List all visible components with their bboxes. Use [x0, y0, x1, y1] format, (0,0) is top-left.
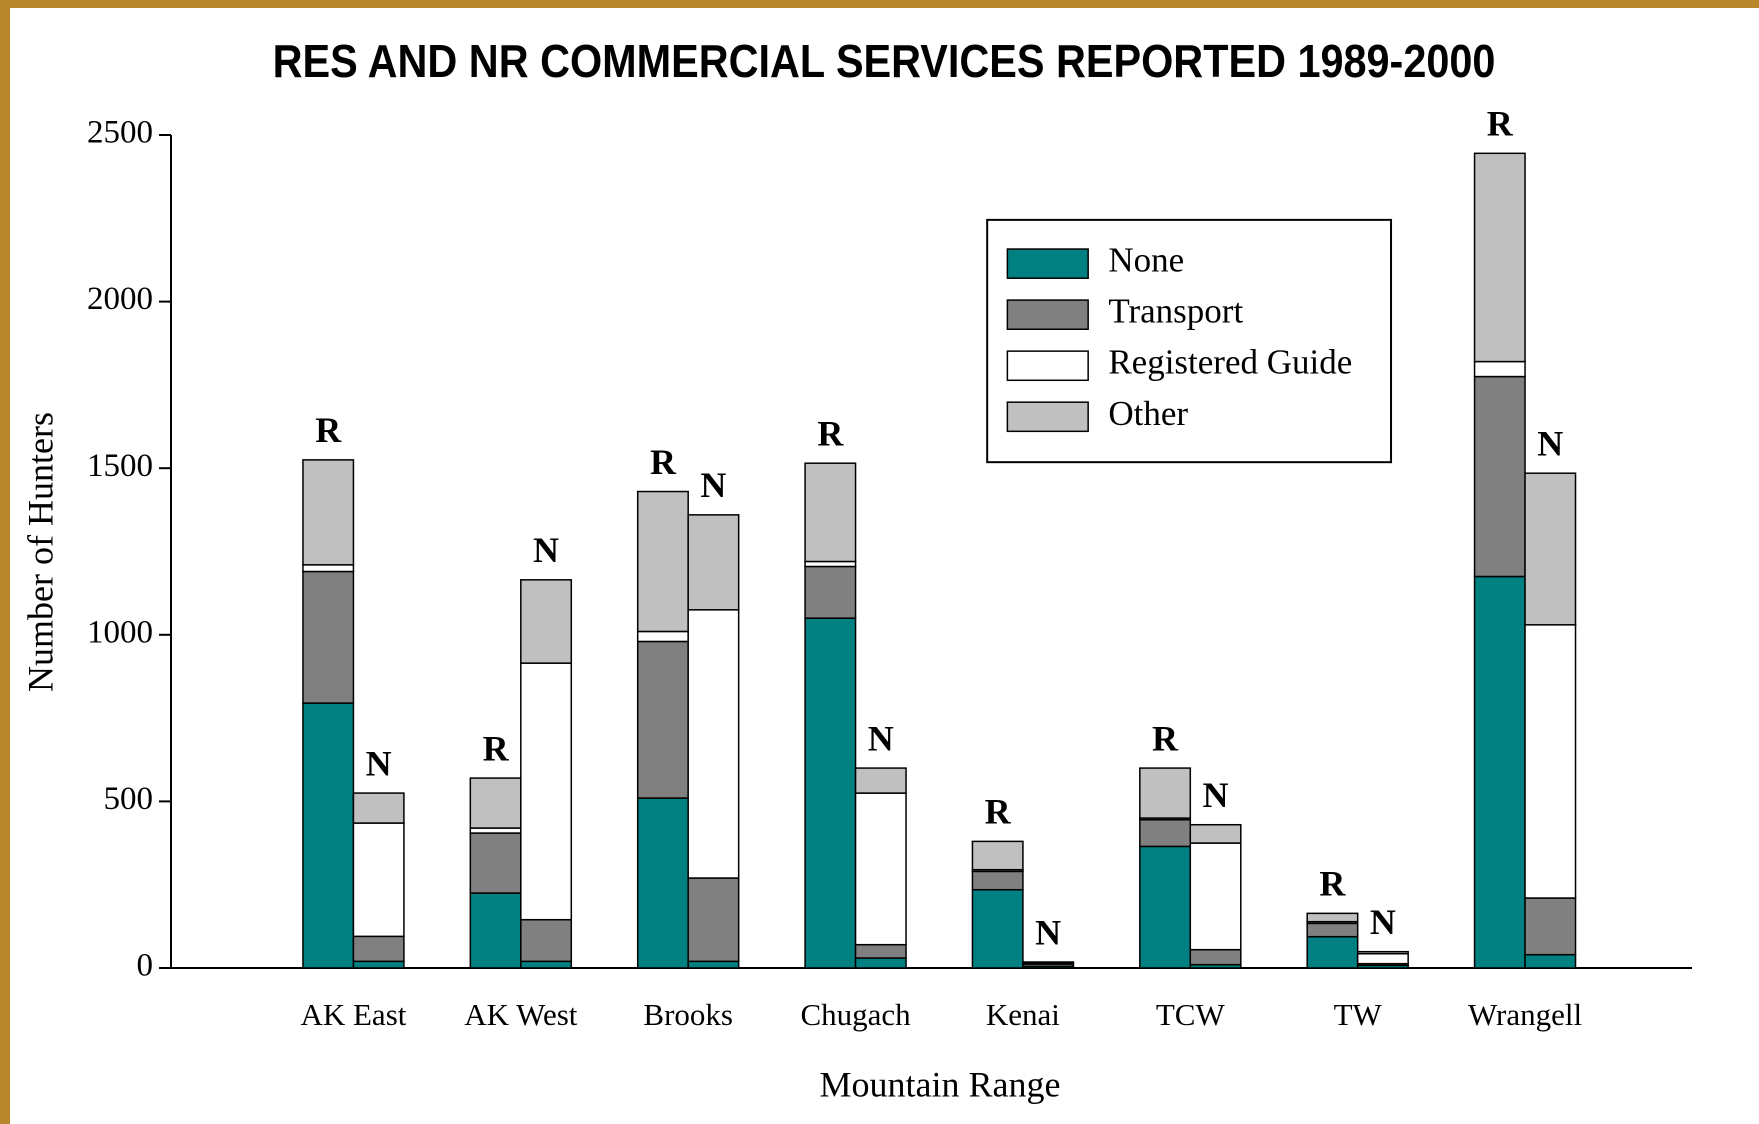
bar-segment [971, 888, 1024, 969]
bar-segment [636, 490, 689, 633]
bar-segment [854, 943, 907, 959]
bar-segment [804, 617, 857, 969]
legend-label: Registered Guide [1108, 343, 1352, 382]
bar-segment [1356, 952, 1409, 965]
bar-segment [352, 792, 405, 824]
stack-label: N [366, 743, 392, 783]
x-tick-label: TCW [1156, 997, 1226, 1032]
legend-swatch [1006, 350, 1089, 382]
bar-segment [469, 777, 522, 829]
bar-segment [1473, 152, 1526, 363]
bar-segment [352, 935, 405, 963]
stack-label: N [1370, 902, 1396, 942]
stack-label: N [1537, 423, 1563, 463]
legend-label: Other [1108, 394, 1188, 433]
bar-segment [1022, 961, 1075, 964]
bar-segment [1473, 575, 1526, 969]
bar-segment [687, 960, 740, 969]
legend-swatch [1006, 248, 1089, 279]
x-tick-label: Chugach [800, 997, 911, 1032]
bar-segment [302, 702, 355, 969]
bar-segment [687, 514, 740, 611]
bar-segment [804, 462, 857, 563]
stack-label: N [1203, 775, 1229, 815]
stack-label: R [1152, 718, 1179, 758]
y-axis-title: Number of Hunters [20, 412, 60, 692]
y-tick-label: 2500 [87, 115, 153, 151]
bar-segment [1524, 624, 1577, 899]
legend-swatch [1006, 299, 1089, 330]
x-tick-label: AK East [300, 997, 406, 1032]
bar-segment [636, 797, 689, 969]
bar-segment [520, 662, 573, 921]
bar-segment [687, 877, 740, 963]
y-tick-label: 0 [137, 948, 154, 984]
bar-segment [636, 630, 689, 643]
bar-segment [302, 459, 355, 566]
stack-label: R [315, 410, 342, 450]
bar-segment [687, 609, 740, 879]
bar-segment [1306, 912, 1359, 923]
bar-segment [1189, 948, 1242, 966]
bar-segment [352, 822, 405, 938]
bar-segment [1139, 767, 1192, 819]
bar-segment [1524, 472, 1577, 626]
stack-label: N [868, 718, 894, 758]
bar-segment [854, 792, 907, 946]
bar-segment [1356, 950, 1409, 955]
stack-label: R [1319, 864, 1346, 904]
legend-label: Transport [1108, 292, 1243, 331]
legend-swatch [1006, 401, 1089, 433]
bar-segment [352, 960, 405, 969]
bar-segment [520, 579, 573, 664]
bar-segment [636, 640, 689, 799]
bar-segment [520, 960, 573, 969]
stack-label: N [700, 465, 726, 505]
bar-segment [1524, 953, 1577, 969]
x-tick-label: AK West [464, 997, 578, 1032]
bar-segment [469, 892, 522, 969]
stack-label: N [1035, 912, 1061, 952]
stack-label: R [650, 442, 677, 482]
x-tick-label: Wrangell [1468, 997, 1582, 1032]
stack-label: R [985, 792, 1012, 832]
bar-segment [1189, 823, 1242, 844]
bar-segment [1473, 360, 1526, 378]
bar-segment [520, 918, 573, 963]
x-axis-title: Mountain Range [820, 1064, 1061, 1104]
bar-segment [1524, 897, 1577, 956]
bar-segment [1306, 922, 1359, 938]
stack-label: R [1487, 104, 1514, 144]
x-tick-label: Kenai [986, 997, 1060, 1032]
legend-label: None [1108, 241, 1184, 280]
x-tick-label: TW [1334, 997, 1383, 1032]
bar-segment [1189, 842, 1242, 951]
bar-segment [1139, 845, 1192, 969]
bar-segment [854, 957, 907, 969]
bar-segment [469, 832, 522, 894]
bar-segment [971, 870, 1024, 891]
bar-segment [1306, 935, 1359, 969]
y-tick-label: 2000 [87, 281, 153, 317]
bar-segment [971, 840, 1024, 871]
stack-label: N [533, 530, 559, 570]
y-tick-label: 1000 [87, 614, 153, 650]
bar-segment [854, 767, 907, 794]
y-tick-label: 1500 [87, 448, 153, 484]
x-tick-label: Brooks [643, 997, 733, 1032]
stack-label: R [817, 413, 844, 453]
chart-title: RES AND NR COMMERCIAL SERVICES REPORTED … [273, 36, 1496, 88]
bar-segment [1139, 818, 1192, 848]
bar-segment [302, 570, 355, 704]
bar-segment [804, 565, 857, 619]
stack-label: R [483, 728, 510, 768]
bar-segment [1473, 375, 1526, 578]
y-tick-label: 500 [104, 781, 154, 817]
bar-segment [302, 564, 355, 573]
